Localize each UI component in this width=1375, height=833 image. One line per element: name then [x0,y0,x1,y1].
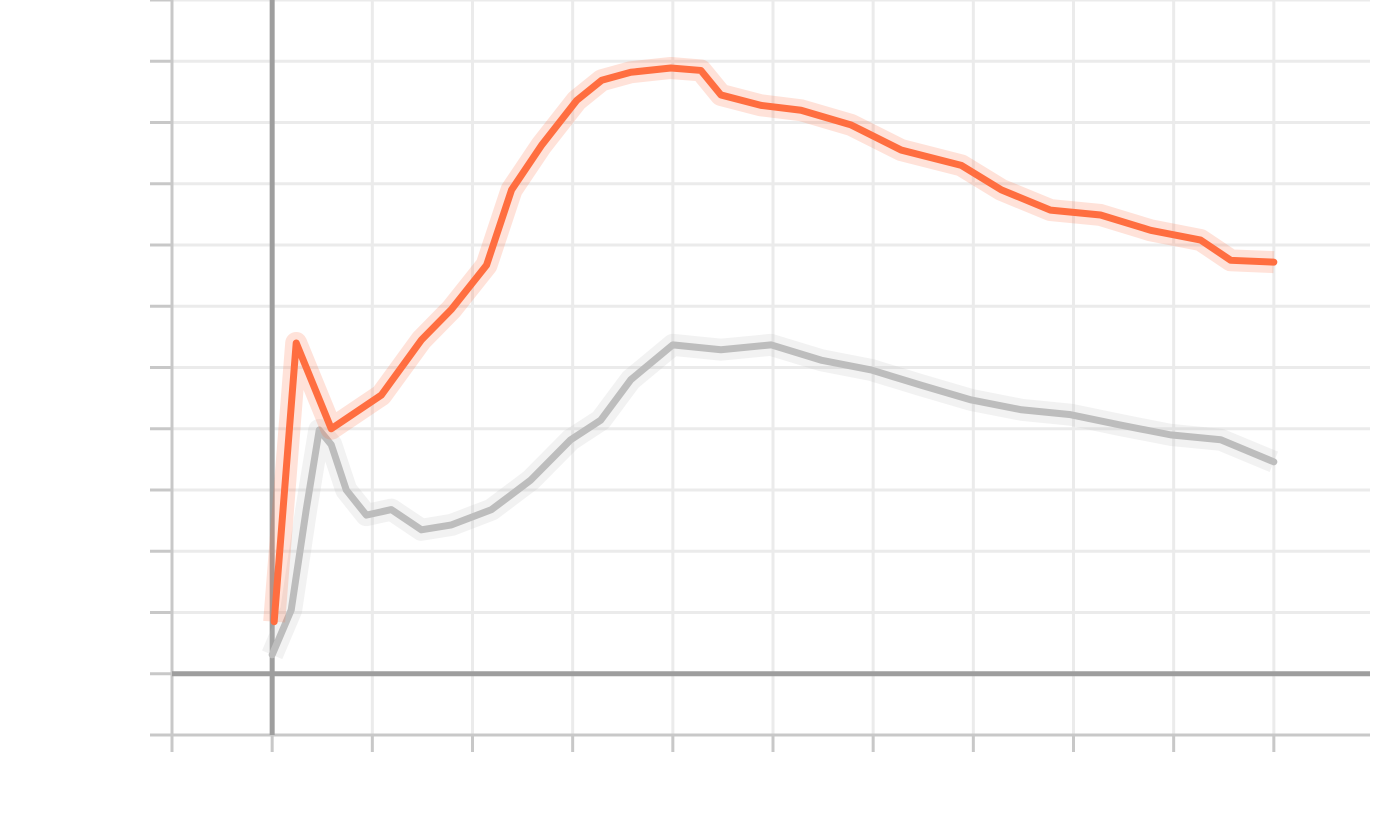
line [268,341,1278,659]
line [270,64,1278,626]
